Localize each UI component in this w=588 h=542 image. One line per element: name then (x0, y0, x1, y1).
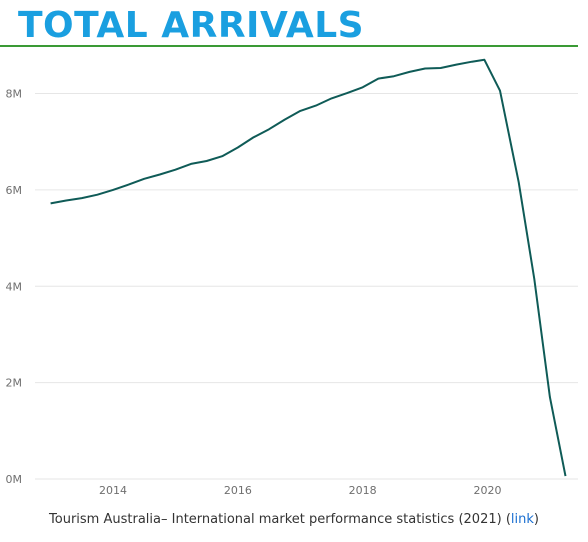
y-tick-label: 6M (6, 184, 23, 197)
data-series (50, 58, 567, 477)
y-tick-label: 0M (6, 473, 23, 486)
arrivals-line-chart: 0M 2M 4M 6M 8M 2014 2016 2018 2020 (6, 58, 578, 497)
x-tick-label: 2020 (474, 484, 502, 497)
y-tick-label: 4M (6, 280, 23, 293)
x-axis-tick-labels: 2014 2016 2018 2020 (99, 484, 501, 497)
y-tick-label: 8M (6, 88, 23, 101)
source-citation: Tourism Australia– International market … (0, 512, 588, 527)
x-tick-label: 2018 (349, 484, 377, 497)
source-text: Tourism Australia– International market … (49, 512, 511, 527)
source-close: ) (533, 512, 539, 527)
x-tick-label: 2016 (224, 484, 252, 497)
y-axis-tick-labels: 0M 2M 4M 6M 8M (6, 88, 23, 486)
chart-title: TOTAL ARRIVALS (18, 5, 365, 46)
y-tick-label: 2M (6, 377, 23, 390)
y-gridlines (35, 93, 578, 480)
source-link[interactable]: link (510, 512, 534, 527)
title-underline (0, 45, 578, 47)
x-tick-label: 2014 (99, 484, 127, 497)
total-arrivals-line (50, 58, 567, 477)
